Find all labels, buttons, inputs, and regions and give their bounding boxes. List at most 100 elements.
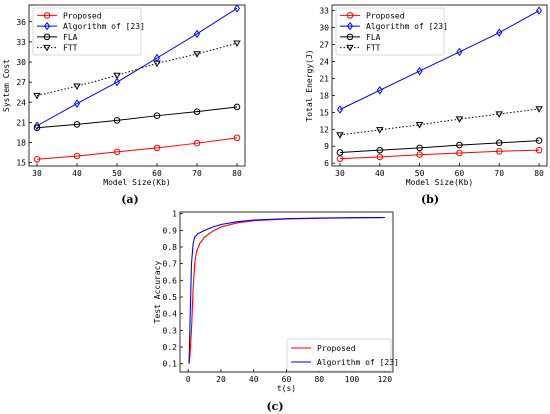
plot-frame xyxy=(28,4,246,167)
data-point xyxy=(153,144,161,152)
x-tick-label: 70 xyxy=(494,169,504,178)
data-point xyxy=(336,149,344,156)
legend-marker xyxy=(43,12,51,19)
legend-label: Proposed xyxy=(317,344,356,353)
legend-box xyxy=(335,7,445,56)
legend-marker xyxy=(346,33,354,41)
y-axis-label: Total Energy(J) xyxy=(305,49,314,121)
x-tick-label: 60 xyxy=(282,375,292,384)
data-point xyxy=(376,153,384,161)
x-tick-label: 30 xyxy=(32,169,42,178)
y-tick-label: 27 xyxy=(319,41,329,50)
y-tick-label: 24 xyxy=(16,98,26,107)
series-line xyxy=(36,42,238,97)
data-point xyxy=(193,29,201,39)
data-point xyxy=(113,117,121,124)
x-tick-label: 40 xyxy=(375,169,385,178)
y-tick-label: 21 xyxy=(319,74,329,83)
y-tick-label: 21 xyxy=(16,118,26,127)
x-tick-label: 40 xyxy=(72,169,82,178)
data-point xyxy=(193,51,201,58)
legend-label: Proposed xyxy=(366,11,405,20)
data-point xyxy=(336,105,343,114)
legend: Proposed Algorithm of [23] FLA FTT xyxy=(335,7,448,56)
panel-label: (a) xyxy=(121,193,139,206)
data-point xyxy=(535,106,543,113)
y-tick-label: 0.7 xyxy=(163,260,178,269)
series-fla xyxy=(336,137,543,156)
data-point xyxy=(113,148,121,156)
x-tick-label: 50 xyxy=(112,169,122,178)
data-point xyxy=(73,83,81,90)
x-axis-label: t(s) xyxy=(277,384,296,393)
x-tick-label: 60 xyxy=(455,169,465,178)
y-tick-label: 1 xyxy=(172,210,177,219)
legend-label: Proposed xyxy=(63,11,102,20)
legend-label: Algorithm of [23] xyxy=(63,22,145,31)
data-point xyxy=(233,103,241,111)
x-tick-label: 0 xyxy=(186,375,191,384)
y-tick-label: 33 xyxy=(16,38,26,47)
data-point xyxy=(456,149,463,157)
data-point xyxy=(233,40,241,48)
data-point xyxy=(456,141,463,149)
series-line xyxy=(36,137,238,160)
y-tick-label: 30 xyxy=(16,58,26,67)
data-point xyxy=(113,72,121,80)
chart-a: 30 40 50 60 70 80 15 18 21 24 27 30 33 36 Model Size(K… xyxy=(2,4,246,206)
x-tick-label: 20 xyxy=(216,375,226,384)
y-tick-label: 0.5 xyxy=(163,293,178,302)
data-point xyxy=(495,111,503,118)
legend-label: Algorithm of [23] xyxy=(317,358,399,367)
data-point xyxy=(33,121,41,131)
series-ftt xyxy=(336,106,543,139)
y-tick-label: 0.2 xyxy=(163,343,178,352)
x-axis-label: Model Size(Kb) xyxy=(103,178,170,187)
y-tick-label: 9 xyxy=(324,142,329,151)
data-point xyxy=(73,99,81,108)
series-proposed xyxy=(336,146,543,162)
y-tick-label: 0.3 xyxy=(163,326,178,335)
legend-label: FTT xyxy=(366,44,381,53)
legend-marker xyxy=(43,33,51,41)
y-tick-label: 18 xyxy=(16,139,26,148)
data-point xyxy=(416,144,423,152)
series-algorithm-of-23- xyxy=(33,4,241,131)
data-point xyxy=(193,139,201,147)
data-point xyxy=(416,66,423,76)
y-tick-label: 15 xyxy=(319,108,329,117)
legend-marker xyxy=(43,21,51,31)
y-tick-label: 12 xyxy=(319,125,329,134)
data-point xyxy=(376,146,384,154)
y-tick-label: 15 xyxy=(16,159,26,168)
y-tick-label: 6 xyxy=(324,159,329,168)
legend-marker xyxy=(346,21,354,31)
data-point xyxy=(113,77,121,87)
y-tick-label: 24 xyxy=(319,57,329,66)
series-algorithm-of-23- xyxy=(336,6,543,114)
legend-marker xyxy=(43,44,51,52)
x-tick-label: 30 xyxy=(335,169,345,178)
data-point xyxy=(73,121,81,128)
legend-marker xyxy=(346,12,354,19)
data-point xyxy=(496,28,503,37)
series-line xyxy=(339,10,540,110)
legend-box xyxy=(32,7,142,56)
series-algorithm-of-23- xyxy=(188,216,385,364)
legend: Proposed Algorithm of [23] xyxy=(286,338,399,372)
data-point xyxy=(495,139,503,147)
series-line xyxy=(36,7,238,127)
data-point xyxy=(33,124,41,132)
series-line xyxy=(339,149,540,160)
data-point xyxy=(33,155,41,163)
data-point xyxy=(336,155,344,162)
x-tick-label: 100 xyxy=(345,375,360,384)
data-point xyxy=(535,137,543,144)
y-tick-label: 33 xyxy=(319,7,329,16)
legend-label: FLA xyxy=(366,33,381,42)
series-line xyxy=(339,108,540,136)
y-axis-label: Test Accuracy xyxy=(153,261,162,324)
series-fla xyxy=(33,103,241,132)
x-tick-label: 80 xyxy=(232,169,242,178)
legend-label: Algorithm of [23] xyxy=(366,22,448,31)
